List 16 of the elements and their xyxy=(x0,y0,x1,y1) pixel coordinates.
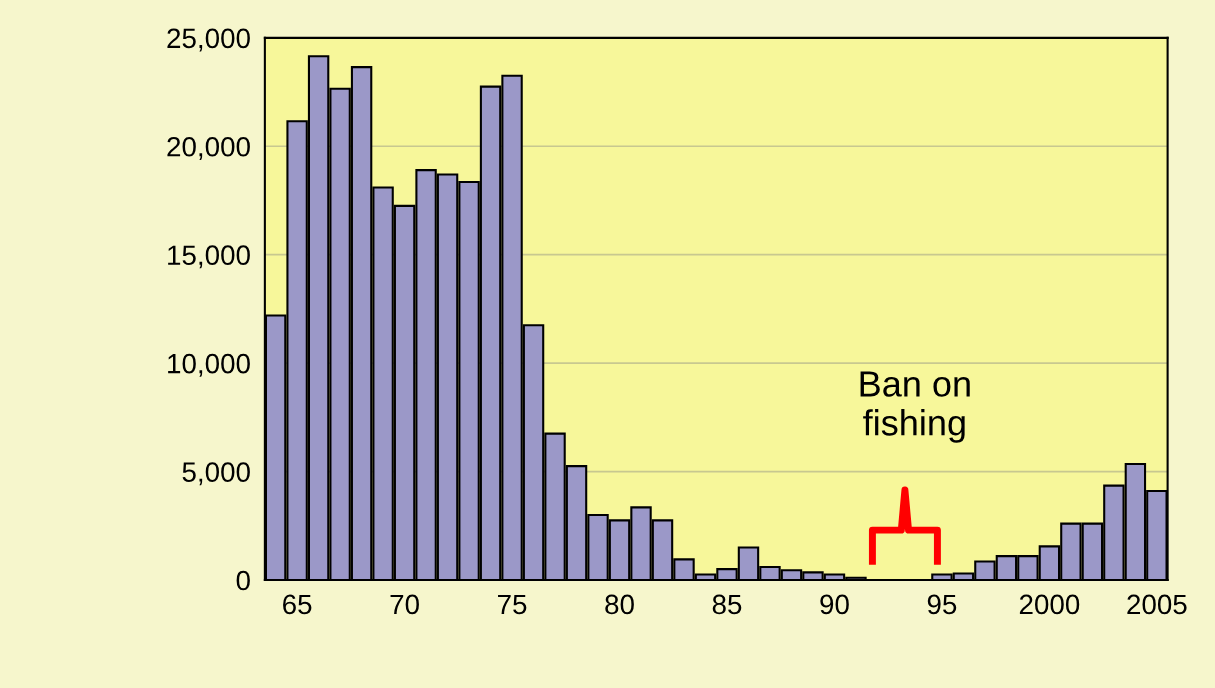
y-tick-label: 5,000 xyxy=(182,462,250,486)
y-tick-label: 20,000 xyxy=(167,136,250,160)
y-tick-label: 15,000 xyxy=(168,245,250,269)
x-tick-label: 2005 xyxy=(1127,594,1187,615)
x-tick-label: 80 xyxy=(605,594,634,615)
x-tick-label: 75 xyxy=(498,594,527,615)
x-tick-label: 70 xyxy=(390,594,419,615)
annotation: Ban on fishing xyxy=(860,371,970,443)
x-tick-label: 85 xyxy=(712,594,742,615)
y-tick-label: 10,000 xyxy=(168,353,250,377)
x-tick-label: 90 xyxy=(820,594,849,615)
x-tick-label: 65 xyxy=(283,594,312,615)
x-tick-label: 95 xyxy=(927,594,957,615)
y-tick-label: 25,000 xyxy=(167,28,250,52)
x-tick-label: 2000 xyxy=(1019,594,1080,615)
y-tick-label: 0 xyxy=(236,570,250,591)
